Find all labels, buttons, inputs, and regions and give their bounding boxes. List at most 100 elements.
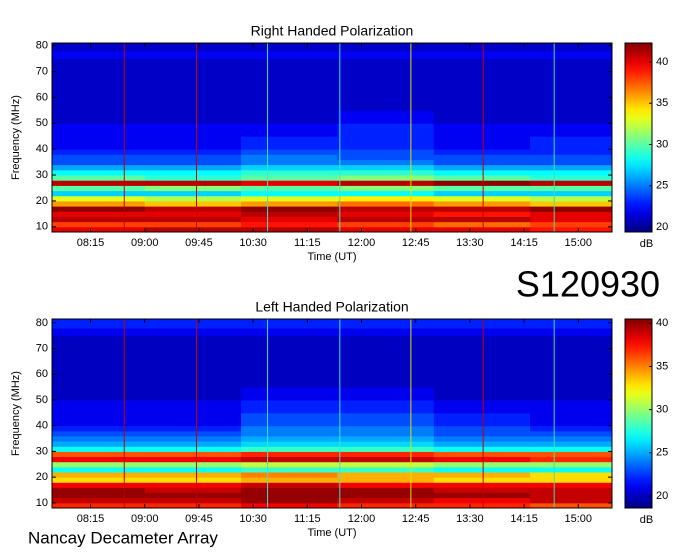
x-tick-label: 12:45 — [402, 513, 430, 525]
heatmap-cell — [337, 200, 435, 207]
heatmap-cell — [337, 175, 435, 181]
heatmap-cell — [52, 425, 146, 432]
heatmap-cell — [337, 482, 435, 488]
heatmap-cell — [530, 169, 613, 176]
heatmap-cell — [433, 492, 531, 499]
heatmap-cell — [52, 216, 146, 223]
heatmap-cell — [337, 216, 435, 223]
heatmap-cell — [144, 436, 242, 442]
heatmap-cell — [144, 97, 242, 111]
heatmap-cell — [337, 400, 435, 414]
heatmap-cell — [144, 123, 242, 137]
heatmap-cell — [241, 97, 338, 111]
heatmap-cell — [433, 477, 531, 483]
heatmap-cell — [241, 159, 338, 166]
heatmap-cell — [530, 110, 613, 124]
heatmap-cell — [530, 400, 613, 414]
y-tick-label: 80 — [36, 317, 48, 329]
heatmap-cell — [144, 185, 242, 192]
heatmap-cell — [52, 446, 146, 452]
heatmap-cell — [52, 164, 146, 171]
heatmap-cell — [337, 211, 435, 217]
heatmap-cell — [337, 374, 435, 388]
heatmap-cell — [337, 185, 435, 192]
colorbar-tick-label: 20 — [656, 221, 668, 233]
heatmap-cell — [52, 430, 146, 437]
heatmap-cell — [530, 461, 613, 468]
dataset-code: S120930 — [516, 264, 660, 305]
heatmap-cell — [433, 456, 531, 463]
heatmap-cell — [337, 502, 435, 509]
x-tick-label: 12:45 — [402, 237, 430, 249]
heatmap-cell — [530, 180, 613, 186]
heatmap-cell — [144, 50, 242, 60]
chart-title: Left Handed Polarization — [255, 299, 408, 315]
heatmap-cell — [52, 348, 146, 362]
heatmap-cell — [433, 149, 531, 155]
y-tick-label: 20 — [36, 195, 48, 207]
heatmap-cell — [433, 451, 531, 458]
heatmap-cell — [530, 164, 613, 171]
heatmap-cell — [337, 319, 435, 329]
heatmap-cell — [433, 164, 531, 171]
colorbar-tick-label: 40 — [656, 56, 668, 68]
heatmap-cell — [433, 110, 531, 124]
heatmap-cell — [241, 412, 338, 427]
heatmap-cell — [144, 461, 242, 468]
heatmap-cell — [241, 43, 338, 52]
heatmap-cell — [530, 84, 613, 98]
heatmap-cell — [433, 472, 531, 478]
x-axis-label: Time (UT) — [307, 251, 356, 263]
y-tick-label: 60 — [36, 91, 48, 103]
heatmap-cell — [530, 361, 613, 375]
heatmap-cell — [530, 43, 613, 52]
heatmap-cell — [433, 159, 531, 166]
heatmap-cell — [241, 319, 338, 329]
heatmap-cell — [52, 441, 146, 447]
heatmap-cell — [144, 430, 242, 437]
heatmap-cell — [241, 123, 338, 137]
heatmap-cell — [433, 425, 531, 432]
plot-frame — [51, 318, 613, 509]
heatmap-cell — [144, 136, 242, 150]
y-tick-label: 10 — [36, 497, 48, 509]
heatmap-cell — [52, 185, 146, 192]
x-tick-label: 11:15 — [294, 513, 321, 525]
heatmap-cell — [530, 425, 613, 432]
heatmap-cell — [337, 461, 435, 468]
heatmap-cell — [241, 492, 338, 499]
heatmap-cell — [241, 216, 338, 223]
heatmap-cell — [337, 472, 435, 478]
heatmap-cell — [241, 58, 338, 72]
heatmap-cell — [433, 226, 531, 233]
y-tick-label: 70 — [36, 65, 48, 77]
heatmap-cell — [530, 446, 613, 452]
heatmap-cell — [337, 97, 435, 111]
heatmap-cell — [144, 149, 242, 155]
colorbar-tick-label: 30 — [656, 404, 668, 416]
heatmap-cell — [52, 472, 146, 478]
heatmap-cell — [241, 221, 338, 228]
heatmap-cell — [530, 206, 613, 212]
heatmap-cell — [337, 456, 435, 463]
heatmap-cell — [144, 425, 242, 432]
heatmap-cell — [144, 159, 242, 166]
heatmap-cell — [433, 175, 531, 181]
heatmap-cell — [144, 43, 242, 52]
heatmap-cell — [52, 110, 146, 124]
heatmap-cell — [144, 446, 242, 452]
heatmap-cell — [241, 477, 338, 483]
heatmap-cell — [530, 97, 613, 111]
heatmap-cell — [530, 159, 613, 166]
heatmap-cell — [433, 387, 531, 401]
x-tick-label: 09:45 — [185, 237, 213, 249]
heatmap-cell — [530, 456, 613, 463]
heatmap-cell — [337, 206, 435, 212]
heatmap-cell — [144, 387, 242, 401]
heatmap-cell — [337, 149, 435, 155]
heatmap-cell — [241, 400, 338, 414]
heatmap-cell — [241, 430, 338, 437]
heatmap-cell — [433, 71, 531, 85]
heatmap-cell — [52, 477, 146, 483]
